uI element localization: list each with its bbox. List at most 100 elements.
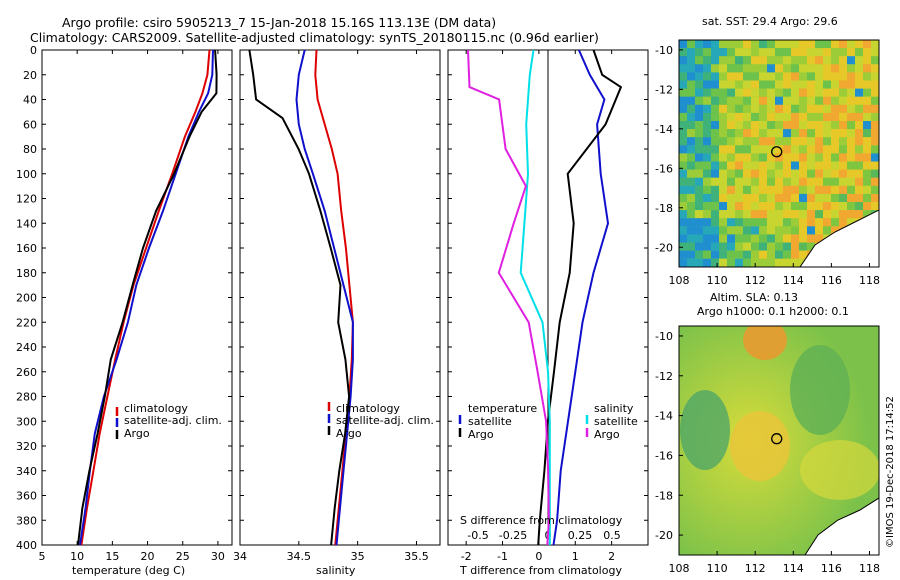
sst-cell (815, 193, 823, 203)
sst-cell (767, 96, 775, 105)
sst-cell (807, 153, 815, 162)
lat-tick-label: -10 (655, 44, 673, 57)
legend-s-satellite: satellite (594, 415, 638, 428)
sst-cell (871, 193, 879, 203)
sst-cell (799, 48, 807, 57)
sst-cell (847, 185, 855, 194)
sst-cell (767, 56, 775, 65)
sst-cell (695, 137, 703, 146)
sst-cell (703, 226, 711, 235)
sst-cell (727, 242, 735, 251)
sst-cell (735, 210, 743, 219)
sst-cell (711, 48, 719, 57)
sst-cell (863, 104, 871, 113)
sst-cell (719, 145, 727, 154)
sst-cell (831, 129, 839, 138)
sst-cell (831, 177, 839, 186)
sst-cell (783, 242, 791, 251)
sst-cell (751, 250, 759, 259)
sst-cell (719, 169, 727, 178)
sst-cell (751, 185, 759, 194)
sst-cell (823, 193, 831, 203)
sst-cell (687, 137, 695, 146)
legend-salinity: salinity (594, 402, 634, 415)
sst-cell (783, 185, 791, 194)
sst-cell (759, 242, 767, 251)
salinity-xlabel: salinity (316, 564, 356, 577)
sst-cell (807, 202, 815, 211)
sst-cell (855, 88, 863, 97)
x-tick-label: 34.5 (287, 550, 312, 563)
sst-cell (743, 129, 751, 138)
sst-cell (839, 48, 847, 57)
sst-cell (799, 72, 807, 81)
sst-cell (687, 250, 695, 259)
sst-cell (847, 161, 855, 170)
sst-cell (703, 121, 711, 130)
sst-cell (775, 104, 783, 113)
legend-satellite: satellite-adj. clim. (124, 414, 222, 427)
sst-cell (783, 137, 791, 146)
sst-cell (743, 104, 751, 113)
sst-cell (719, 210, 727, 219)
sst-cell (735, 169, 743, 178)
sst-cell (719, 121, 727, 130)
sst-cell (799, 80, 807, 89)
sst-cell (791, 48, 799, 57)
sst-cell (695, 210, 703, 219)
sst-cell (775, 258, 783, 267)
sst-cell (727, 202, 735, 211)
sst-cell (807, 64, 815, 73)
sst-cell (743, 145, 751, 154)
sst-cell (807, 161, 815, 170)
sst-cell (711, 177, 719, 186)
sst-cell (791, 72, 799, 81)
sst-cell (727, 258, 735, 267)
sst-cell (871, 137, 879, 146)
sst-coastline (799, 209, 879, 267)
sst-cell (687, 88, 695, 97)
depth-tick-label: 0 (30, 44, 37, 57)
sst-cell (703, 210, 711, 219)
sst-cell (823, 121, 831, 130)
sst-cell (791, 250, 799, 259)
sst-cell (759, 202, 767, 211)
sst-cell (751, 210, 759, 219)
sst-cell (863, 202, 871, 211)
sst-cell (727, 161, 735, 170)
sst-cell (679, 48, 687, 57)
sst-cell (711, 40, 719, 49)
sst-cell (775, 234, 783, 243)
sst-cell (711, 193, 719, 203)
sst-cell (831, 80, 839, 89)
difference-legend-right: salinity satellite Argo (585, 402, 638, 441)
sst-cell (815, 202, 823, 211)
lat-tick-label: -18 (655, 489, 673, 502)
legend-climatology: climatology (336, 402, 400, 415)
sst-cell (695, 112, 703, 122)
sst-cell (775, 226, 783, 235)
sst-cell (807, 210, 815, 219)
sst-cell (839, 112, 847, 122)
sst-cell (759, 185, 767, 194)
sst-cell (775, 48, 783, 57)
legend-temperature: temperature (468, 402, 537, 415)
sst-cell (735, 137, 743, 146)
lon-tick-label: 112 (745, 274, 766, 287)
sst-cell (759, 121, 767, 130)
sst-cell (823, 104, 831, 113)
sst-cell (863, 80, 871, 89)
sst-cell (711, 226, 719, 235)
sst-cell (711, 185, 719, 194)
sst-cell (791, 234, 799, 243)
sst-cell (751, 72, 759, 81)
sst-cell (711, 161, 719, 170)
sla-high-southeast (800, 440, 879, 500)
legend-satellite: satellite-adj. clim. (336, 414, 434, 427)
sst-cell (871, 145, 879, 154)
sst-cell (751, 242, 759, 251)
sst-cell (839, 169, 847, 178)
sst-cell (799, 40, 807, 49)
sst-cell (735, 218, 743, 227)
lat-tick-label: -12 (655, 370, 673, 383)
